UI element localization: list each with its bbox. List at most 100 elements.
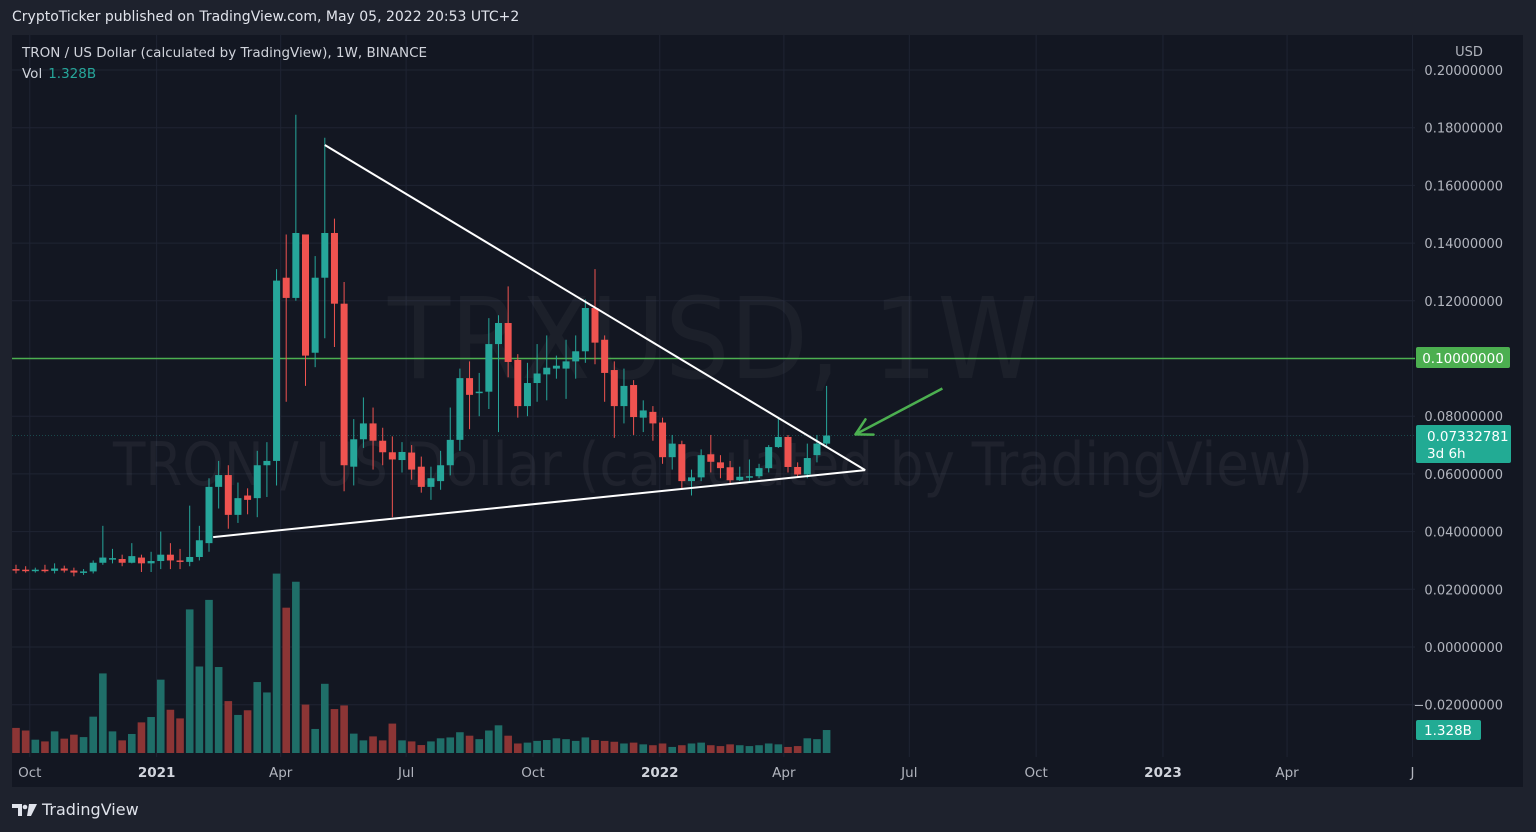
candle-body [437,465,445,482]
time-axis[interactable] [12,757,1415,787]
candle-body [340,303,348,466]
footer-brand[interactable]: TradingView [12,800,139,819]
volume-bar [398,740,406,753]
volume-bar [41,741,49,753]
candle-body [137,557,145,564]
candle-body [736,476,744,481]
volume-bar [205,599,213,753]
volume-bar [571,740,580,753]
candle-body [446,439,454,466]
candle-body [359,423,367,440]
x-tick-label: Apr [772,765,796,781]
levels [12,357,1415,436]
candle-body [572,351,580,362]
volume-bar [330,709,339,753]
candle-body [369,423,377,441]
tradingview-logo-icon [12,803,37,816]
y-tick-label: 0.00000000 [1424,641,1503,656]
candle-body [668,443,676,458]
volume-bar [253,682,262,753]
candle-body [803,458,811,475]
volume-bar [272,573,281,753]
volume-bar [60,738,69,753]
volume-bar [735,745,744,753]
x-tick-label: J [1410,765,1415,781]
candle-body [601,339,609,373]
candle-body [514,359,522,407]
price-axis[interactable] [1415,35,1523,757]
volume-bar [774,744,783,753]
volume-bar [166,709,175,753]
volume-bar [378,740,387,753]
volume-bar [504,735,512,753]
candle-body [80,571,88,573]
y-tick-label: 0.14000000 [1424,237,1503,252]
brand-name: TradingView [42,800,139,819]
x-tick-label: 2022 [641,765,679,781]
volume-label: Vol [22,66,43,82]
candle-body [31,569,39,572]
volume-badge-text: 1.328B [1424,723,1472,739]
volume-bar [620,743,628,753]
volume-bar [456,732,464,753]
candle-body [41,569,49,572]
volume-bar [668,746,676,753]
candle-body [89,562,97,572]
candle-body [302,234,309,356]
level-badge [1416,347,1510,368]
volume-bar [417,745,426,753]
candle-body [485,344,493,392]
candle-body [745,476,753,478]
y-tick-label: 0.12000000 [1424,295,1503,310]
x-tick-label: Jul [397,765,414,781]
candle-body [552,365,560,369]
price-badges: 0.10000000 0.07332781 3d 6h 1.328B [1416,347,1511,740]
volume-bar [687,743,696,753]
candle-body [504,323,512,362]
y-axis-ticks: 0.20000000 0.18000000 0.16000000 0.14000000… [1414,64,1503,714]
volume-bar [311,728,319,753]
candle-body [99,557,107,563]
volume-bar [282,607,290,753]
candle-body [678,444,686,482]
x-tick-label: 2021 [138,765,176,781]
volume-value: 1.328B [48,66,97,82]
volume-bar [813,739,821,753]
candle-body [273,280,281,461]
volume-bar [301,704,310,753]
volume-bar [185,609,194,753]
candle-body [707,454,715,462]
candle-body [379,440,387,453]
candle-body [543,367,551,375]
volume-bar [784,746,792,753]
volume-bar [263,692,271,753]
volume-legend: Vol 1.328B [22,64,427,85]
volume-bar [755,745,763,753]
candle-body [533,373,541,384]
volume-bar [12,727,20,753]
candle-body [292,233,300,298]
volume-bar [70,734,78,753]
volume-badge [1416,720,1481,740]
candle-body [157,554,165,562]
y-tick-label: 0.18000000 [1424,122,1503,137]
candle-body [765,447,773,469]
candle-body [456,378,464,440]
candle-body [398,451,406,461]
x-tick-label: Apr [1275,765,1299,781]
candle-body [475,391,483,394]
drawings[interactable] [213,144,943,539]
x-tick-label: Oct [521,765,544,781]
candle-body [823,435,831,444]
volume-bar [243,710,252,753]
candle-body [12,569,20,571]
candle-body [321,233,329,278]
candle-body [282,277,290,298]
candle-body [253,465,261,499]
y-tick-label: −0.02000000 [1414,699,1503,714]
volume-bar [475,739,483,753]
candle-body [60,568,68,571]
chart-legend: TRON / US Dollar (calculated by TradingV… [22,43,427,85]
watermark-description: TRON / US Dollar (calculated by TradingV… [112,430,1313,500]
